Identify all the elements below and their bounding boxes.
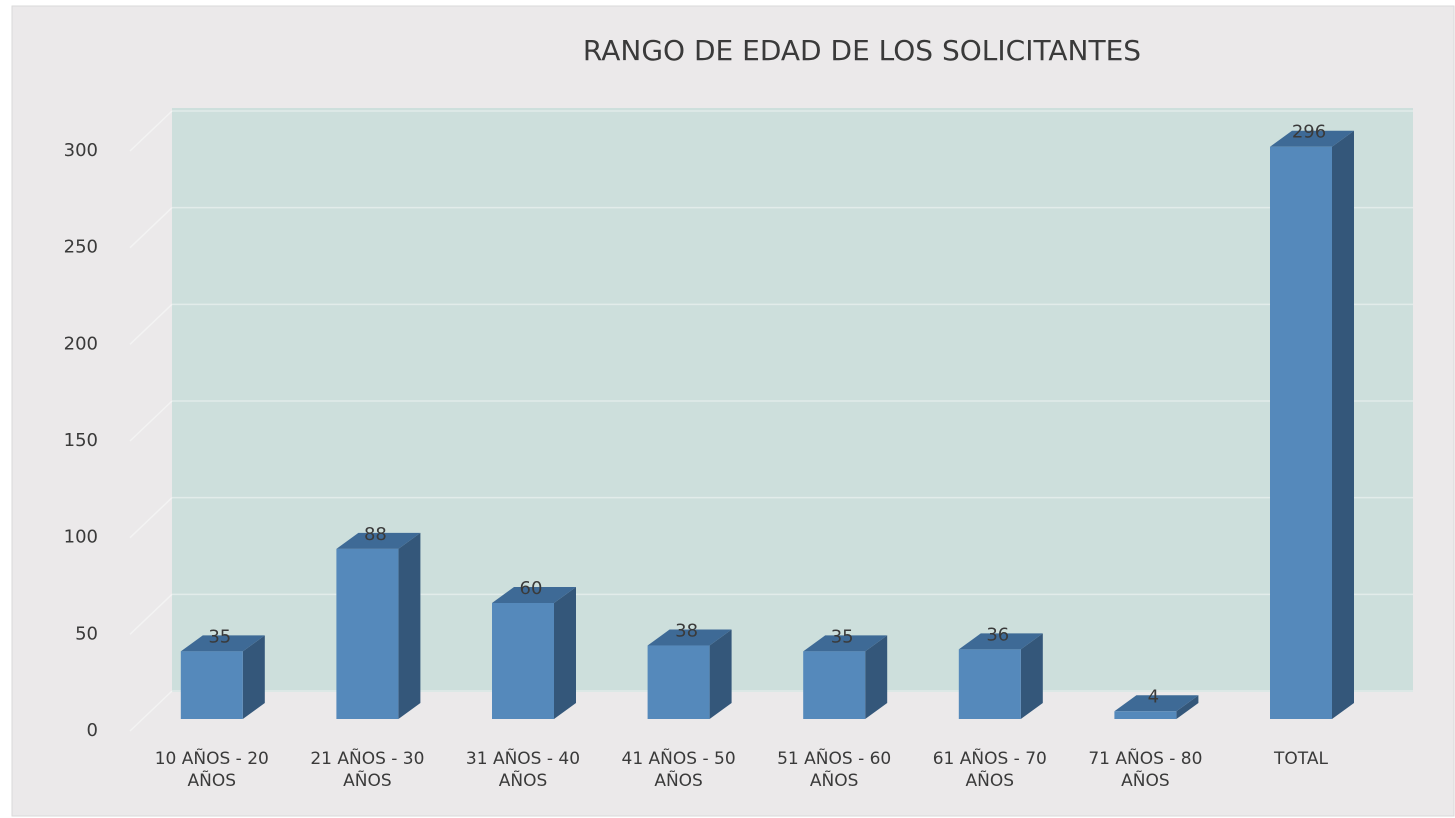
bar-top	[1114, 695, 1199, 712]
bar-side	[554, 587, 576, 719]
grid-line	[129, 207, 173, 249]
chart-title: RANGO DE EDAD DE LOS SOLICITANTES	[583, 34, 1141, 67]
bar-side	[242, 635, 265, 719]
data-label: 35	[831, 626, 854, 647]
bar	[1114, 711, 1177, 719]
grid-line	[129, 593, 173, 635]
bar	[803, 651, 866, 719]
x-tick-label: 10 AÑOS - 20 AÑOS	[154, 749, 269, 791]
grid-line	[129, 497, 173, 539]
bar-top	[647, 629, 732, 646]
bar-side	[1332, 130, 1354, 719]
y-tick-label: 300	[64, 140, 98, 161]
grid-line	[129, 690, 173, 732]
grid-line	[129, 303, 173, 345]
bar	[1270, 146, 1332, 719]
bar-top	[180, 635, 265, 652]
bar-side	[1020, 633, 1043, 719]
x-tick-label: 51 AÑOS - 60 AÑOS	[777, 749, 892, 791]
y-tick-label: 250	[64, 237, 98, 258]
y-tick-label: 200	[64, 333, 98, 354]
bar	[492, 603, 554, 719]
bar	[180, 651, 243, 719]
bar-side	[865, 635, 888, 719]
y-tick-label: 100	[64, 527, 98, 548]
x-tick-label: 41 AÑOS - 50 AÑOS	[621, 749, 736, 791]
y-tick-label: 0	[87, 720, 98, 741]
x-tick-label: 71 AÑOS - 80 AÑOS	[1088, 749, 1203, 791]
grid-line	[129, 110, 173, 152]
data-label: 38	[675, 621, 698, 642]
bar	[336, 548, 399, 719]
y-tick-label: 150	[64, 430, 98, 451]
data-label: 35	[208, 626, 231, 647]
bar-top	[1270, 130, 1354, 147]
y-tick-label: 50	[75, 623, 98, 644]
x-tick-label: 21 AÑOS - 30 AÑOS	[310, 749, 425, 791]
data-label: 296	[1292, 122, 1326, 143]
bar-top	[958, 633, 1043, 650]
bar	[958, 649, 1021, 719]
x-tick-label: TOTAL	[1274, 749, 1328, 769]
bar-top	[492, 587, 576, 603]
data-label: 88	[364, 524, 387, 545]
bar-top	[803, 635, 888, 652]
x-tick-label: 61 AÑOS - 70 AÑOS	[932, 749, 1047, 791]
x-tick-label: 31 AÑOS - 40 AÑOS	[465, 749, 581, 791]
bar	[647, 645, 710, 719]
bar-side	[398, 532, 421, 719]
data-label: 60	[520, 578, 543, 599]
data-label: 4	[1148, 686, 1159, 707]
bar-side	[1176, 695, 1199, 719]
bar-side	[709, 629, 732, 719]
grid-line	[129, 400, 173, 442]
bar-top	[336, 532, 421, 549]
data-label: 36	[986, 624, 1009, 645]
